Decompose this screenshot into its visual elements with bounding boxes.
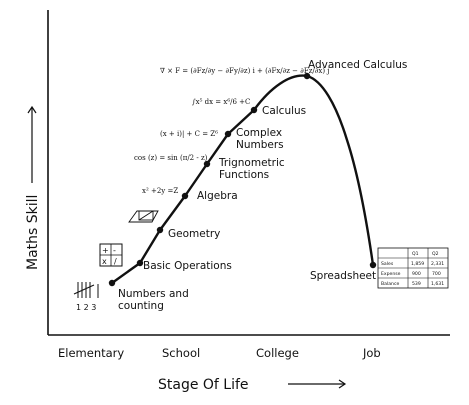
label-complex-line1: Complex [236, 127, 282, 139]
op-symbol-plus: + [102, 246, 109, 255]
label-calculus: Calculus [262, 105, 306, 117]
formula-algebra: x² +2y =Z [142, 187, 178, 195]
table-cell-balance-q1: 539 [412, 281, 421, 287]
counting-digits: 1 2 3 [76, 303, 96, 312]
formula-trig: cos (z) = sin (π/2 - z) [134, 154, 208, 162]
stage-label-college: College [256, 346, 299, 360]
geometry-shapes-icon [128, 210, 159, 223]
label-algebra: Algebra [197, 190, 238, 202]
label-numbers-line2: counting [118, 300, 164, 312]
op-symbol-minus: - [113, 246, 116, 255]
stage-label-elementary: Elementary [58, 346, 124, 360]
label-advanced-calculus: Advanced Calculus [308, 59, 407, 71]
tally-marks-icon [73, 282, 99, 298]
table-cell-sales: Sales [381, 261, 394, 267]
point-geometry [156, 226, 164, 234]
point-spreadsheet [369, 261, 377, 269]
label-basic-operations: Basic Operations [143, 260, 232, 272]
label-trig-line1: Trignometric [218, 157, 285, 169]
op-symbol-divide: / [114, 257, 117, 266]
point-trig [203, 160, 211, 168]
table-cell-sales-q1: 1,859 [411, 261, 424, 267]
x-axis-label: Stage Of Life [158, 377, 249, 393]
label-geometry: Geometry [168, 228, 220, 240]
x-axis-arrowhead [338, 379, 347, 389]
formula-advanced-calculus: ∇ × F = (∂Fz/∂y − ∂Fy/∂z) i + (∂Fx/∂z − … [160, 67, 329, 75]
label-trig-line2: Functions [219, 169, 269, 181]
y-axis-label: Maths Skill [25, 195, 41, 270]
label-complex-line2: Numbers [236, 139, 284, 151]
spreadsheet-table: Q1 Q2 Sales 1,859 2,331 Expense 900 700 … [377, 247, 449, 289]
y-axis-arrowhead [27, 105, 37, 114]
table-cell-expense-q1: 900 [412, 271, 421, 277]
op-symbol-times: x [102, 257, 107, 266]
point-numbers [108, 279, 116, 287]
point-basic-operations [136, 259, 144, 267]
stage-label-job: Job [362, 346, 381, 360]
formula-complex: (x + i)| + C = Z⁶ [160, 130, 218, 138]
table-header-q2: Q2 [432, 251, 439, 257]
formula-calculus: ∫x⁵ dx = x⁶/6 +C [192, 98, 250, 106]
table-cell-balance-q2: 1,631 [431, 281, 444, 287]
point-complex [224, 130, 232, 138]
table-cell-balance: Balance [381, 281, 399, 287]
stage-label-school: School [162, 346, 200, 360]
point-calculus [250, 106, 258, 114]
point-advanced-calculus [303, 72, 311, 80]
operations-grid-icon: + - x / [99, 243, 123, 267]
table-cell-sales-q2: 2,331 [431, 261, 444, 267]
point-algebra [181, 192, 189, 200]
label-spreadsheet: Spreadsheet [310, 270, 376, 282]
table-header-q1: Q1 [412, 251, 419, 257]
table-cell-expense: Expense [381, 271, 401, 277]
label-numbers-line1: Numbers and [118, 288, 189, 300]
table-cell-expense-q2: 700 [432, 271, 441, 277]
